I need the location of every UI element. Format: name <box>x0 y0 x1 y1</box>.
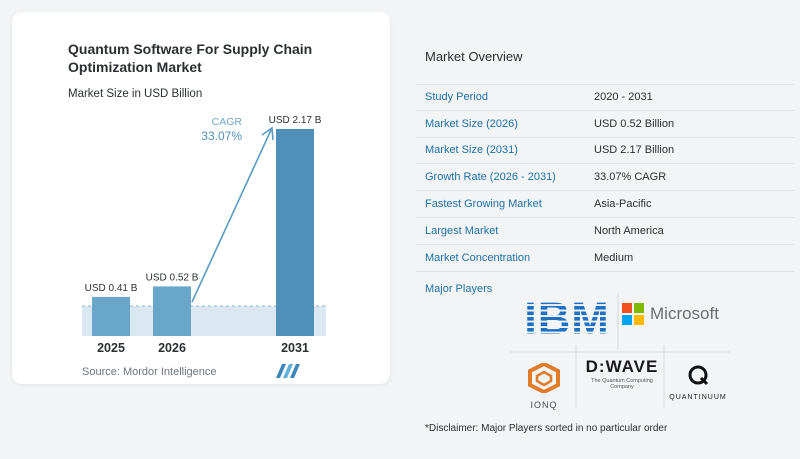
mordor-logo-icon <box>276 364 300 378</box>
overview-value: 2020 - 2031 <box>594 91 653 104</box>
overview-label: Study Period <box>425 91 488 104</box>
overview-label: Fastest Growing Market <box>425 198 542 211</box>
overview-label: Growth Rate (2026 - 2031) <box>425 171 556 184</box>
cagr-value: 33.07% <box>201 129 242 143</box>
bar-chart: USD 0.41 B 2025 USD 0.52 B 2026 USD 2.17 B 20… <box>82 115 326 355</box>
microsoft-logo-text: Microsoft <box>650 304 719 323</box>
cagr-arrow <box>191 129 272 303</box>
overview-row: Market Size (2026) USD 0.52 Billion <box>416 111 794 138</box>
overview-value: Medium <box>594 251 634 264</box>
chart-subtitle: Market Size in USD Billion <box>68 88 203 100</box>
disclaimer-text: *Disclaimer: Major Players sorted in no … <box>425 423 668 434</box>
overview-label: Largest Market <box>425 224 499 237</box>
overview-row: Growth Rate (2026 - 2031) 33.07% CAGR <box>416 164 794 192</box>
major-players-title: Major Players <box>425 283 493 295</box>
microsoft-squares-icon <box>622 303 644 325</box>
source-text: Source: Mordor Intelligence <box>82 366 217 378</box>
overview-label: Market Concentration <box>425 251 531 264</box>
overview-value: USD 0.52 Billion <box>594 117 675 130</box>
ionq-hexagon-icon <box>528 361 560 395</box>
x-tick-label-2026: 2026 <box>158 341 186 355</box>
quantinuum-logo: QUANTINUUM <box>664 364 732 401</box>
dwave-logo-text: D:WAVE <box>585 357 659 376</box>
bar-2026 <box>153 286 191 336</box>
data-label-2031: USD 2.17 B <box>269 115 322 126</box>
overview-row: Market Size (2031) USD 2.17 Billion <box>416 138 794 165</box>
ibm-logo: IBM <box>524 295 610 339</box>
overview-row: Market Concentration Medium <box>416 245 794 272</box>
overview-label: Market Size (2026) <box>425 117 518 130</box>
ionq-logo: IONQ <box>524 361 564 410</box>
data-label-2025: USD 0.41 B <box>85 283 138 294</box>
chart-title: Quantum Software For Supply Chain Optimi… <box>68 41 313 75</box>
x-tick-label-2025: 2025 <box>97 341 125 355</box>
overview-value: USD 2.17 Billion <box>594 144 675 157</box>
cagr-arrowhead <box>261 126 274 141</box>
ionq-logo-text: IONQ <box>530 400 558 410</box>
cagr-label: CAGR <box>212 116 243 128</box>
bar-2025 <box>92 296 130 336</box>
overview-label: Market Size (2031) <box>425 144 518 157</box>
dwave-tagline: The Quantum Computing Company <box>591 378 653 390</box>
x-tick-label-2031: 2031 <box>281 341 309 355</box>
quantinuum-q-icon <box>688 365 709 386</box>
overview-row: Largest Market North America <box>416 218 794 245</box>
ibm-logo-text: IBM <box>524 295 610 339</box>
overview-row: Fastest Growing Market Asia-Pacific <box>416 191 794 218</box>
overview-value: North America <box>594 224 664 237</box>
bar-2031 <box>276 129 314 336</box>
data-label-2026: USD 0.52 B <box>146 272 199 283</box>
overview-row: Study Period 2020 - 2031 <box>416 84 794 111</box>
overview-title: Market Overview <box>425 49 523 64</box>
microsoft-logo: Microsoft <box>622 303 719 325</box>
overview-value: 33.07% CAGR <box>594 171 667 184</box>
overview-value: Asia-Pacific <box>594 198 652 211</box>
overview-table: Study Period 2020 - 2031 Market Size (202… <box>416 84 794 272</box>
quantinuum-logo-text: QUANTINUUM <box>669 394 727 401</box>
dwave-logo: D:WAVE The Quantum Computing Company <box>580 357 664 390</box>
